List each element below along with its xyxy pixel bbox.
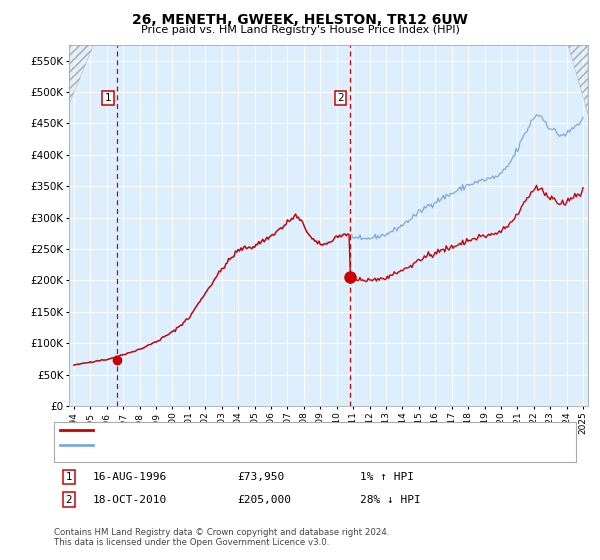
Text: 26, MENETH, GWEEK, HELSTON, TR12 6UW: 26, MENETH, GWEEK, HELSTON, TR12 6UW — [132, 13, 468, 27]
Text: 1: 1 — [65, 472, 73, 482]
Text: 1: 1 — [104, 93, 111, 103]
Text: 18-OCT-2010: 18-OCT-2010 — [93, 494, 167, 505]
Text: HPI: Average price, detached house, Cornwall: HPI: Average price, detached house, Corn… — [97, 440, 335, 450]
Text: £205,000: £205,000 — [237, 494, 291, 505]
Text: Contains HM Land Registry data © Crown copyright and database right 2024.
This d: Contains HM Land Registry data © Crown c… — [54, 528, 389, 548]
Text: 2: 2 — [65, 494, 73, 505]
Text: 2: 2 — [337, 93, 344, 103]
Text: 26, MENETH, GWEEK, HELSTON, TR12 6UW (detached house): 26, MENETH, GWEEK, HELSTON, TR12 6UW (de… — [97, 424, 416, 435]
Text: 28% ↓ HPI: 28% ↓ HPI — [360, 494, 421, 505]
Text: 1% ↑ HPI: 1% ↑ HPI — [360, 472, 414, 482]
Text: Price paid vs. HM Land Registry's House Price Index (HPI): Price paid vs. HM Land Registry's House … — [140, 25, 460, 35]
Text: 16-AUG-1996: 16-AUG-1996 — [93, 472, 167, 482]
Text: £73,950: £73,950 — [237, 472, 284, 482]
